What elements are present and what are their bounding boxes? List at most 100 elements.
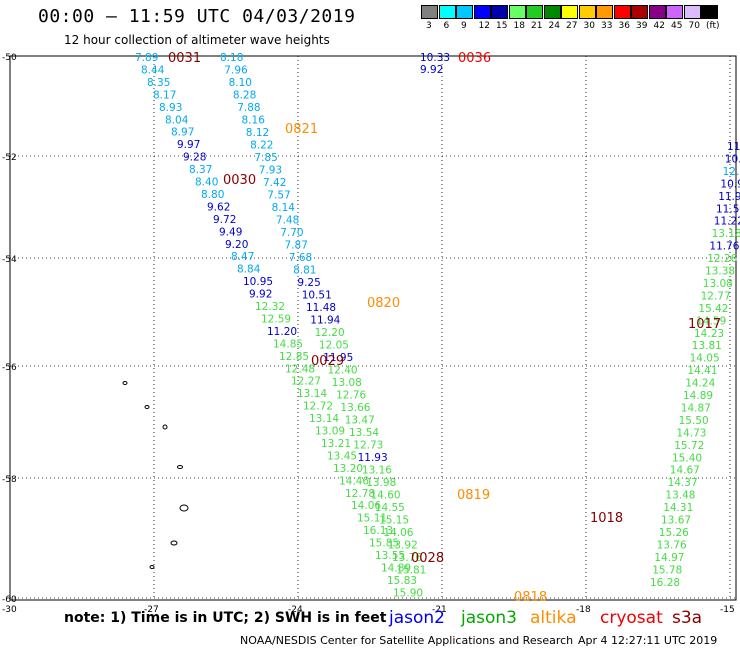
scale-label: 27	[566, 21, 578, 31]
wave-height-value: 7.88	[237, 102, 260, 114]
wave-height-value: 11.95	[323, 352, 353, 364]
wave-height-value: 7.48	[276, 215, 299, 227]
scale-swatch	[701, 5, 718, 19]
latitude-label: -56	[2, 363, 17, 373]
island-outline	[177, 465, 183, 469]
island-outline	[162, 424, 168, 430]
track-time-label: 1018	[590, 511, 623, 526]
wave-height-value: 12.76	[336, 390, 366, 402]
wave-height-value: 12.40	[328, 365, 358, 377]
latitude-label: -60	[2, 595, 17, 605]
track-time-label: 0031	[168, 51, 201, 66]
wave-height-value: 7.89	[135, 52, 158, 64]
wave-height-value: 14.89	[683, 390, 713, 402]
wave-height-value: 7.70	[280, 227, 303, 239]
wave-height-value: 11.22	[714, 216, 740, 228]
track-time-label: 0030	[223, 173, 256, 188]
wave-height-value: 8.18	[220, 52, 243, 64]
wave-height-value: 7.68	[289, 252, 312, 264]
footer-timestamp: Apr 4 12:27:11 UTC 2019	[578, 634, 718, 647]
wave-height-value: 8.10	[229, 77, 252, 89]
page-subtitle: 12 hour collection of altimeter wave hei…	[64, 33, 330, 47]
wave-height-value: 13.08	[332, 377, 362, 389]
wave-height-value: 14.89	[381, 562, 411, 574]
scale-label: 15	[496, 21, 508, 31]
wave-height-value: 14.05	[690, 353, 720, 365]
scale-label: 45	[671, 21, 683, 31]
satellite-legend-cryosat: cryosat	[600, 608, 663, 628]
wave-height-value: 14.87	[681, 402, 711, 414]
wave-height-value: 12.72	[303, 401, 333, 413]
wave-height-value: 12.05	[319, 340, 349, 352]
island-outline	[122, 381, 128, 385]
wave-height-value: 13.16	[362, 465, 392, 477]
wave-height-value: 13.92	[388, 540, 418, 552]
wave-height-value: 8.93	[159, 102, 182, 114]
wave-height-value: 15.50	[679, 415, 709, 427]
page-title: 00:00 – 11:59 UTC 04/03/2019	[38, 6, 356, 27]
wave-height-value: 15.81	[396, 565, 426, 577]
wave-height-value: 9.20	[225, 239, 248, 251]
island-outline	[179, 504, 189, 512]
wave-height-value: 12.85	[279, 351, 309, 363]
wave-height-value: 11.20	[267, 326, 297, 338]
longitude-label: -27	[144, 605, 159, 615]
satellite-legend-s3a: s3a	[672, 608, 703, 628]
wave-height-value: 11	[727, 141, 740, 153]
longitude-label: -18	[576, 605, 591, 615]
wave-height-value: 13.08	[703, 278, 733, 290]
wave-height-value: 12.5	[723, 166, 740, 178]
wave-height-value: 11.76	[709, 241, 739, 253]
wave-height-value: 14.60	[371, 490, 401, 502]
island-outline	[144, 405, 150, 409]
wave-height-value: 13.47	[345, 415, 375, 427]
wave-height-value: 14.06	[351, 500, 381, 512]
wave-height-value: 9.92	[249, 289, 272, 301]
wave-height-value: 10.97	[720, 178, 740, 190]
wave-height-value: 8.37	[189, 164, 212, 176]
wave-height-value: 14.55	[375, 502, 405, 514]
satellite-legend-jason2: jason2	[389, 608, 445, 628]
wave-height-value: 14.73	[676, 427, 706, 439]
satellite-legend-altika: altika	[530, 608, 577, 628]
scale-swatch	[666, 5, 683, 19]
wave-height-value: 9.72	[213, 214, 236, 226]
wave-height-value: 8.80	[201, 189, 224, 201]
scale-swatch	[456, 5, 473, 19]
scale-label: 21	[531, 21, 543, 31]
wave-height-value: 11.94	[310, 315, 340, 327]
scale-swatch	[631, 5, 648, 19]
wave-height-value: 12.77	[701, 290, 731, 302]
scale-swatch	[491, 5, 508, 19]
scale-swatch	[473, 5, 491, 19]
scale-label: (ft)	[706, 21, 720, 31]
scale-swatch	[596, 5, 613, 19]
wave-height-value: 8.17	[153, 89, 176, 101]
wave-height-value: 13.18	[712, 228, 740, 240]
track-time-label: 0820	[367, 296, 400, 311]
wave-height-value: 13.67	[661, 515, 691, 527]
scale-swatch	[526, 5, 543, 19]
scale-swatch	[438, 5, 456, 19]
latitude-label: -52	[2, 153, 17, 163]
wave-height-value: 15.72	[674, 440, 704, 452]
wave-height-value: 7.57	[267, 190, 290, 202]
wave-height-value: 13.38	[705, 266, 735, 278]
wave-height-value: 14.24	[685, 378, 715, 390]
wave-height-value: 8.12	[246, 127, 269, 139]
wave-height-value: 15.85	[369, 538, 399, 550]
wave-height-value: 15.78	[652, 564, 682, 576]
wave-height-value: 8.44	[141, 64, 165, 76]
scale-label: 9	[461, 21, 467, 31]
wave-height-value: 8.04	[165, 114, 189, 126]
wave-height-value: 8.84	[237, 264, 261, 276]
track-time-label: 0029	[311, 354, 344, 369]
scale-label: 70	[688, 21, 700, 31]
scale-swatch	[683, 5, 701, 19]
wave-height-value: 9.62	[207, 201, 230, 213]
latitude-label: -58	[2, 475, 17, 485]
wave-height-value: 16.13	[363, 525, 393, 537]
longitude-label: -30	[2, 605, 17, 615]
wave-height-value: 12.32	[255, 301, 285, 313]
